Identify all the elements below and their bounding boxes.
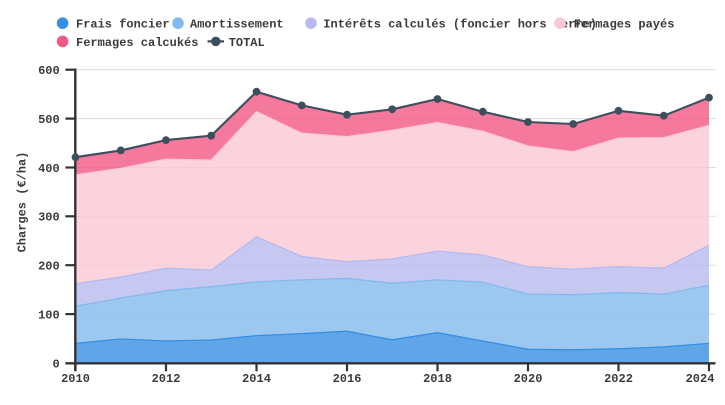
svg-text:TOTAL: TOTAL xyxy=(229,36,265,50)
svg-text:Fermages calcukés: Fermages calcukés xyxy=(76,36,198,50)
svg-text:600: 600 xyxy=(38,64,60,78)
svg-text:400: 400 xyxy=(38,162,60,176)
svg-text:200: 200 xyxy=(38,260,60,274)
svg-text:0: 0 xyxy=(52,357,59,371)
svg-text:Fermages payés: Fermages payés xyxy=(574,18,675,32)
svg-text:2014: 2014 xyxy=(242,372,271,386)
svg-text:2010: 2010 xyxy=(61,372,90,386)
svg-text:Amortissement: Amortissement xyxy=(190,18,284,32)
svg-text:2012: 2012 xyxy=(152,372,181,386)
svg-text:Frais foncier: Frais foncier xyxy=(76,18,170,32)
svg-text:2016: 2016 xyxy=(333,372,362,386)
svg-text:2020: 2020 xyxy=(514,372,543,386)
svg-text:300: 300 xyxy=(38,211,60,225)
svg-text:500: 500 xyxy=(38,113,60,127)
svg-text:2018: 2018 xyxy=(423,372,452,386)
svg-text:2024: 2024 xyxy=(686,372,715,386)
svg-text:100: 100 xyxy=(38,308,60,322)
svg-text:Intérêts calculés (foncier hor: Intérêts calculés (foncier hors terre) xyxy=(323,18,597,32)
svg-text:Charges (€/ha): Charges (€/ha) xyxy=(16,152,30,253)
svg-text:2022: 2022 xyxy=(604,372,633,386)
